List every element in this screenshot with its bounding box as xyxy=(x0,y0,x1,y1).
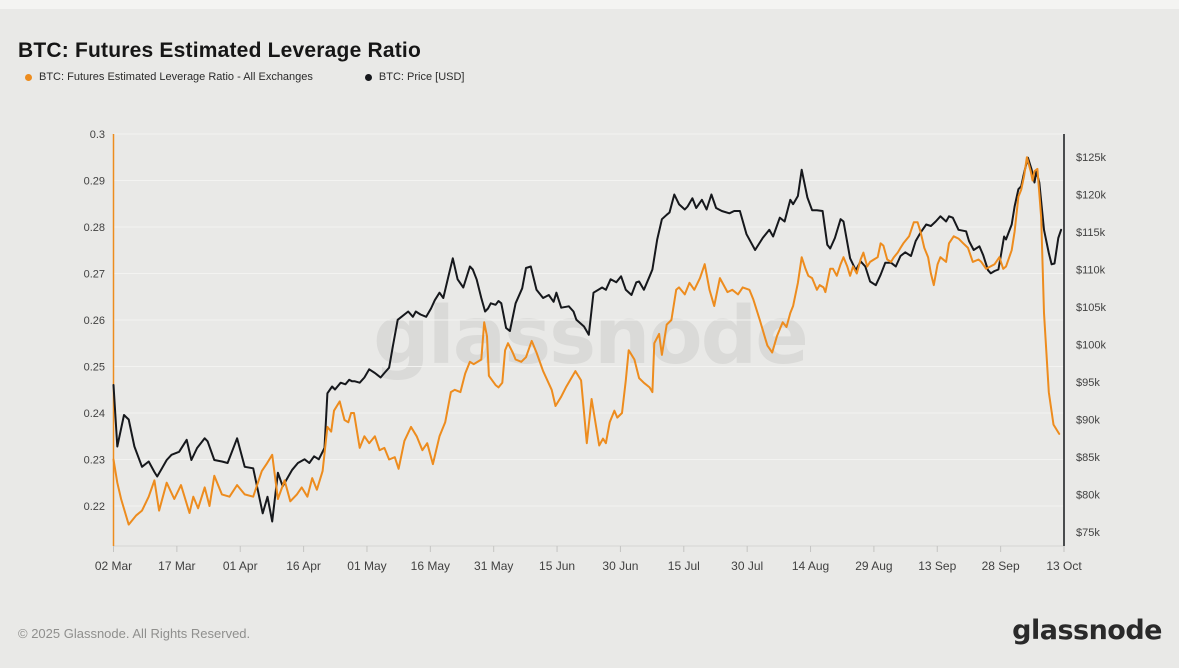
right-axis-tick-label: $105k xyxy=(1076,302,1106,314)
price-line xyxy=(112,156,1063,523)
x-tick-label: 15 Jul xyxy=(668,559,700,573)
x-tick-label: 16 Apr xyxy=(286,559,321,573)
x-tick-label: 17 Mar xyxy=(158,559,195,573)
glassnode-logo: glassnode xyxy=(1012,615,1162,646)
legend-label-price: BTC: Price [USD] xyxy=(378,71,465,83)
left-axis-tick-label: 0.24 xyxy=(84,408,105,420)
legend-dot-orange-icon xyxy=(25,73,32,81)
right-axis-tick-label: $120k xyxy=(1076,190,1106,202)
left-axis-tick-label: 0.27 xyxy=(84,269,105,281)
right-axis-tick-label: $90k xyxy=(1076,415,1100,427)
x-tick-label: 14 Aug xyxy=(792,559,829,573)
legend-item-price[interactable]: BTC: Price [USD] xyxy=(364,71,465,83)
left-axis-tick-label: 0.25 xyxy=(84,362,105,374)
x-tick-label: 28 Sep xyxy=(982,559,1020,573)
x-tick-label: 16 May xyxy=(411,559,450,573)
left-axis-tick-label: 0.22 xyxy=(84,501,105,513)
x-tick-label: 13 Oct xyxy=(1046,559,1082,573)
left-axis-tick-label: 0.3 xyxy=(90,129,105,141)
top-strip xyxy=(0,0,1179,9)
x-tick-label: 02 Mar xyxy=(95,559,132,573)
x-tick-label: 01 May xyxy=(347,559,386,573)
right-axis-tick-label: $85k xyxy=(1076,452,1100,464)
right-axis-tick-label: $110k xyxy=(1076,265,1106,277)
page-title: BTC: Futures Estimated Leverage Ratio xyxy=(18,39,421,63)
right-axis-tick-label: $95k xyxy=(1076,377,1100,389)
right-axis-tick-label: $80k xyxy=(1076,490,1100,502)
right-axis-tick-label: $115k xyxy=(1076,227,1106,239)
left-axis-tick-label: 0.26 xyxy=(84,315,105,327)
x-tick-label: 01 Apr xyxy=(223,559,258,573)
x-tick-label: 30 Jun xyxy=(602,559,638,573)
right-axis-tick-label: $125k xyxy=(1076,152,1106,164)
x-tick-label: 29 Aug xyxy=(855,559,892,573)
left-axis-tick-label: 0.28 xyxy=(84,222,105,234)
legend-label-leverage-ratio: BTC: Futures Estimated Leverage Ratio - … xyxy=(39,71,313,83)
right-axis-tick-label: $100k xyxy=(1076,340,1106,352)
leverage-ratio-line xyxy=(112,156,1061,526)
chart-legend: BTC: Futures Estimated Leverage Ratio - … xyxy=(25,71,464,83)
x-tick-label: 30 Jul xyxy=(731,559,763,573)
copyright-text: © 2025 Glassnode. All Rights Reserved. xyxy=(18,626,251,641)
legend-dot-black-icon xyxy=(364,73,372,81)
left-axis-tick-label: 0.23 xyxy=(84,455,105,467)
x-tick-label: 15 Jun xyxy=(539,559,575,573)
x-tick-label: 31 May xyxy=(474,559,513,573)
left-axis-tick-label: 0.29 xyxy=(84,176,105,188)
x-tick-label: 13 Sep xyxy=(918,559,956,573)
right-axis-tick-label: $75k xyxy=(1076,527,1100,539)
legend-item-leverage-ratio[interactable]: BTC: Futures Estimated Leverage Ratio - … xyxy=(25,71,313,83)
